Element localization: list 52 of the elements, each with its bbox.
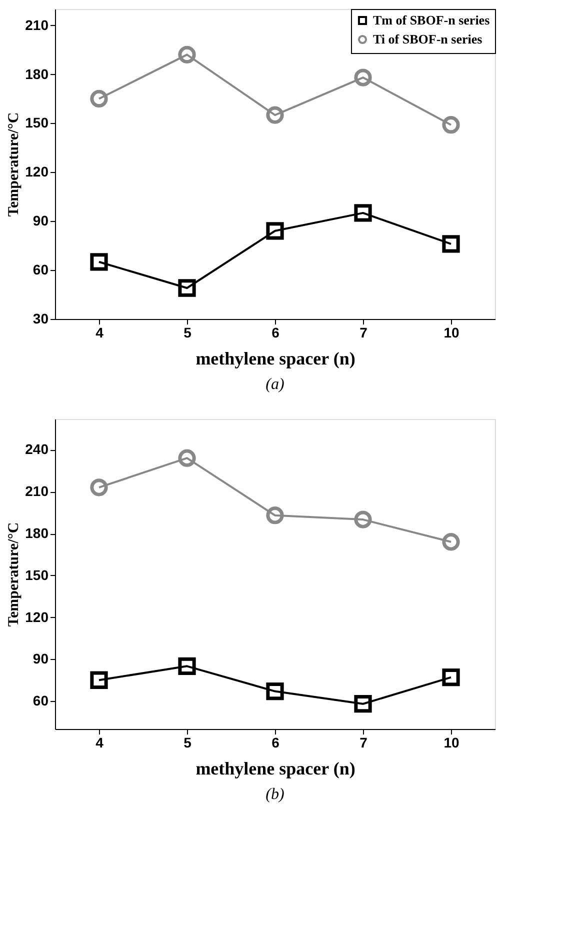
y-tick-label: 90 xyxy=(32,212,49,229)
point xyxy=(442,533,460,551)
point xyxy=(178,46,196,64)
y-tick-label: 90 xyxy=(32,650,49,667)
point xyxy=(90,671,108,689)
point xyxy=(90,478,108,496)
x-tick-label: 6 xyxy=(272,734,280,750)
x-tick-label: 4 xyxy=(96,324,104,340)
x-axis-title: methylene spacer (n) xyxy=(196,348,356,368)
y-tick-label: 150 xyxy=(25,114,49,131)
point xyxy=(90,253,108,271)
y-tick-label: 30 xyxy=(32,310,49,326)
x-tick-label: 7 xyxy=(360,734,368,750)
y-tick-label: 180 xyxy=(25,66,49,82)
y-tick-label: 120 xyxy=(25,608,49,625)
y-tick-label: 240 xyxy=(25,441,49,458)
x-tick-label: 4 xyxy=(96,734,104,750)
point xyxy=(354,695,372,713)
x-tick-label: 6 xyxy=(272,324,280,340)
point xyxy=(178,657,196,675)
x-tick-label: 7 xyxy=(360,324,368,340)
x-tick-label: 5 xyxy=(184,734,192,750)
legend-label: Tm of SBOF-n series xyxy=(373,12,490,28)
point xyxy=(354,68,372,86)
point xyxy=(354,510,372,528)
point xyxy=(442,116,460,134)
point xyxy=(178,449,196,467)
y-tick-label: 120 xyxy=(25,164,49,180)
y-tick-label: 60 xyxy=(32,692,49,709)
point xyxy=(266,682,284,700)
x-axis-title: methylene spacer (n) xyxy=(196,758,356,778)
point xyxy=(266,106,284,124)
point xyxy=(178,279,196,297)
y-tick-label: 180 xyxy=(25,525,49,542)
point xyxy=(266,222,284,240)
x-tick-label: 10 xyxy=(444,324,460,340)
point xyxy=(354,204,372,222)
y-tick-label: 150 xyxy=(25,566,49,583)
y-tick-label: 210 xyxy=(25,16,49,33)
y-tick-label: 210 xyxy=(25,483,49,500)
legend-label: Ti of SBOF-n series xyxy=(373,32,482,46)
point xyxy=(442,235,460,253)
text: (b) xyxy=(266,786,284,803)
point xyxy=(90,90,108,108)
x-tick-label: 10 xyxy=(444,734,460,750)
y-axis-title: Temperature/°C xyxy=(6,522,22,627)
y-tick-label: 60 xyxy=(32,262,49,278)
text: (a) xyxy=(266,376,284,393)
point xyxy=(442,668,460,686)
y-axis-title: Temperature/°C xyxy=(6,112,22,217)
x-tick-label: 5 xyxy=(184,324,192,340)
point xyxy=(266,506,284,524)
